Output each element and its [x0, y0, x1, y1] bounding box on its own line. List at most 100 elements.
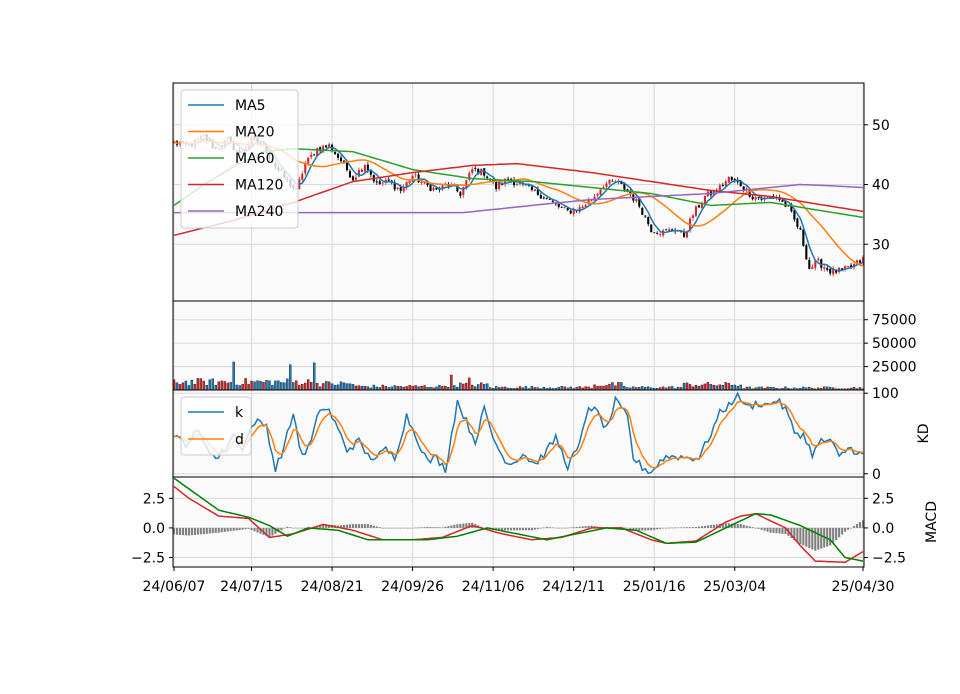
candle-body [820, 259, 823, 268]
macd-hist-bar [438, 527, 441, 528]
volume-bar [193, 384, 197, 391]
macd-hist-bar [498, 527, 501, 531]
volume-bar [605, 385, 608, 391]
volume-bar [712, 385, 716, 391]
price-legend-box [180, 89, 299, 229]
macd-hist-bar [757, 527, 760, 529]
macd-hist-bar [348, 524, 352, 528]
candle-body [647, 217, 650, 225]
candle-body [841, 268, 844, 270]
volume-bar [477, 384, 480, 391]
x-tick-label-3: 24/09/26 [381, 579, 444, 595]
macd-hist-bar [247, 527, 250, 529]
volume-bar [363, 386, 367, 391]
macd-hist-bar [587, 525, 590, 528]
candle-body [530, 186, 533, 190]
candle-body [653, 232, 656, 234]
macd-hist-bar [650, 527, 653, 531]
candle-body [351, 176, 355, 181]
macd-hist-bar [354, 524, 357, 528]
candle-body [644, 215, 647, 217]
volume-bar [181, 382, 185, 391]
volume-bar [345, 383, 349, 391]
macd-hist-bar [662, 527, 665, 529]
candle-body [515, 184, 519, 186]
candle-body [507, 178, 510, 180]
volume-bar [339, 381, 343, 391]
kd-panel-ytick-label-0: 0 [872, 467, 881, 483]
volume-bar [312, 362, 316, 391]
candle-body [861, 257, 865, 264]
macd-hist-bar [319, 525, 322, 528]
macd-hist-bar [450, 525, 453, 528]
macd-hist-bar [521, 527, 525, 531]
candle-body [393, 182, 396, 190]
macd-hist-bar [289, 527, 292, 528]
volume-bar [408, 385, 411, 391]
candle-body [855, 260, 859, 265]
macd-hist-bar [542, 527, 545, 529]
macd-hist-bar [826, 527, 829, 547]
macd-hist-bar [751, 527, 754, 528]
volume-bar [396, 386, 399, 391]
macd-hist-bar [653, 527, 656, 530]
candle-body [465, 180, 468, 188]
macd-hist-bar [790, 527, 793, 539]
macd-hist-bar [181, 527, 184, 536]
candle-body [685, 231, 689, 238]
candle-body [369, 169, 372, 175]
candle-body [548, 199, 551, 200]
volume-bar [468, 377, 471, 391]
macd-hist-bar [545, 526, 548, 528]
volume-bar [703, 383, 707, 391]
volume-bar [602, 385, 605, 391]
macd-hist-bar [623, 527, 626, 529]
volume-bar [304, 382, 307, 391]
candle-body [322, 145, 325, 152]
volume-bar [733, 384, 736, 391]
volume-bar [685, 382, 689, 391]
candle-body [629, 191, 632, 195]
macd-hist-bar [814, 527, 817, 551]
volume-bar [485, 383, 489, 391]
volume-bar [175, 382, 179, 391]
candle-body [754, 197, 757, 200]
macd-hist-bar [769, 527, 772, 533]
macd-hist-bar [325, 524, 328, 528]
macd-hist-bar [855, 524, 859, 528]
volume-bar [682, 382, 686, 391]
macd-hist-bar [369, 524, 372, 528]
macd-hist-bar [202, 527, 205, 535]
candle-body [718, 185, 721, 192]
macd-hist-bar [817, 527, 820, 550]
candle-body [357, 169, 360, 177]
price-panel-ytick-label-2: 50 [872, 118, 890, 134]
x-tick-label-5: 24/12/11 [542, 579, 605, 595]
macd-hist-bar [223, 527, 226, 532]
volume-bar [277, 380, 280, 391]
macd-hist-bar [292, 527, 295, 529]
macd-hist-bar [429, 527, 432, 528]
volume-bar [465, 382, 468, 391]
macd-hist-bar [694, 526, 698, 528]
candle-body [527, 184, 530, 186]
candle-body [468, 172, 471, 180]
macd-hist-bar [763, 527, 766, 531]
macd-hist-bar [435, 527, 438, 528]
macd-hist-bar [411, 527, 414, 529]
candle-body [730, 176, 733, 180]
candle-body [551, 200, 554, 202]
macd-hist-bar [766, 527, 769, 532]
macd-hist-bar [322, 524, 325, 528]
candle-body [638, 198, 641, 207]
candle-body [847, 266, 850, 267]
macd-hist-bar [280, 527, 283, 531]
candle-body [724, 181, 727, 186]
legend-label-ma120: MA120 [235, 178, 283, 194]
candle-body [354, 177, 357, 180]
volume-bar [480, 382, 483, 391]
macd-hist-bar [850, 527, 853, 529]
volume-bar [450, 374, 453, 391]
volume-bar [217, 381, 220, 391]
volume-bar [184, 380, 188, 391]
